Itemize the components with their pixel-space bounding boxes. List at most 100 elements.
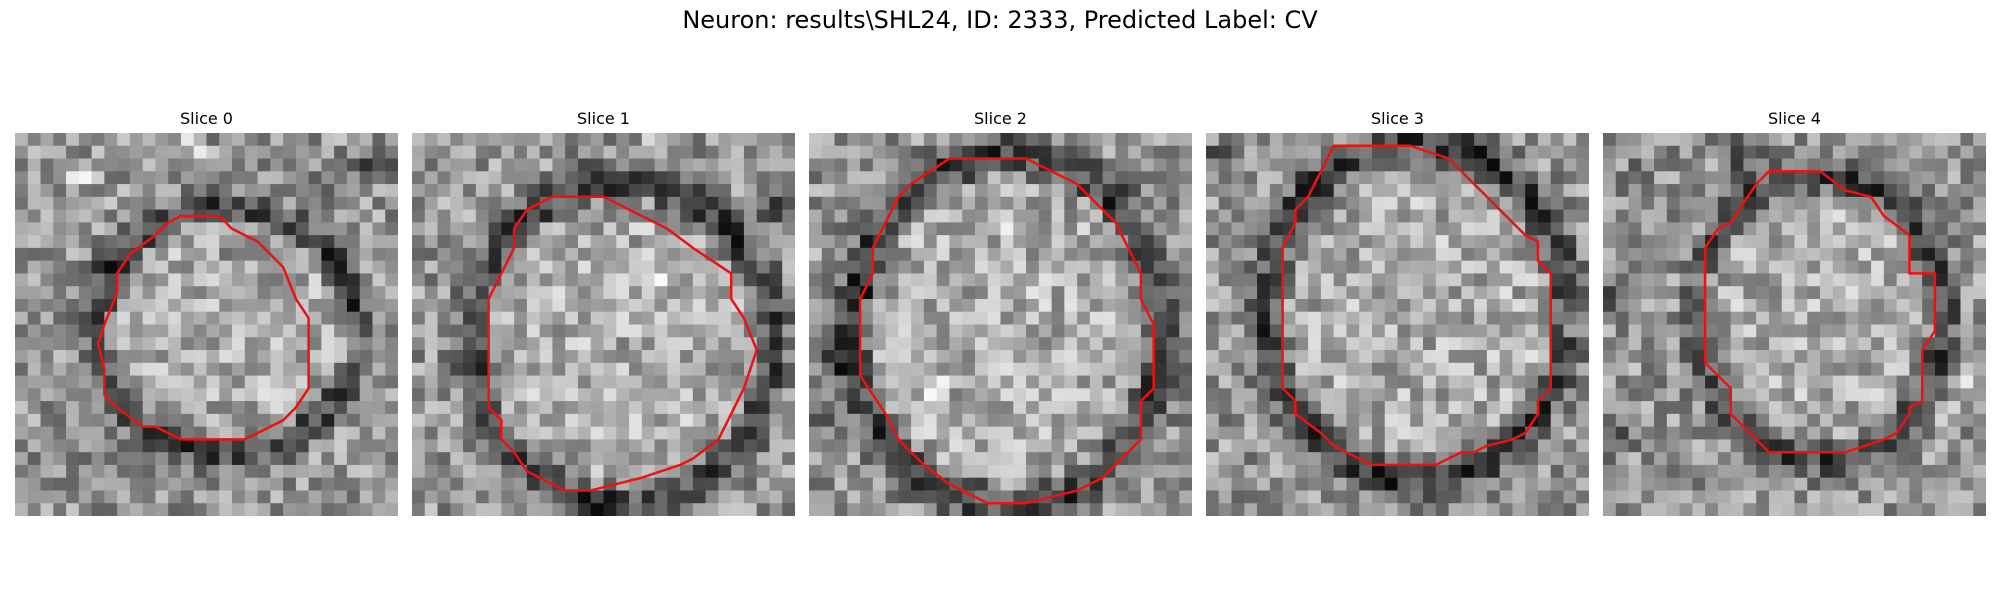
slice-pixel (1563, 184, 1577, 198)
slice-pixel (1896, 145, 1910, 160)
slice-pixel (1692, 235, 1706, 249)
slice-pixel (1768, 298, 1783, 313)
slice-pixel (193, 286, 208, 300)
slice-pixel (1666, 196, 1681, 211)
slice-pixel (1206, 158, 1220, 172)
slice-pixel (1140, 464, 1155, 479)
slice-pixel (860, 311, 874, 326)
slice-pixel (603, 337, 617, 351)
slice-pixel (1474, 362, 1488, 377)
slice-pixel (1179, 196, 1192, 211)
slice-pixel (270, 286, 284, 300)
slice-pixel (1486, 222, 1501, 236)
slice-pixel (1909, 324, 1923, 338)
slice-pixel (821, 235, 836, 249)
slice-pixel (756, 145, 771, 160)
slice-pixel (1397, 184, 1411, 198)
slice-pixel (1576, 375, 1589, 389)
slice-pixel (885, 171, 899, 185)
slice-pixel (1499, 196, 1513, 211)
slice-pixel (219, 298, 233, 313)
slice-pixel (66, 375, 80, 389)
slice-pixel (206, 286, 220, 300)
slice-pixel (629, 337, 643, 351)
slice-pixel (1563, 209, 1577, 223)
slice-pixel (1384, 426, 1399, 440)
slice-pixel (270, 350, 284, 364)
slice-pixel (1525, 286, 1539, 300)
slice-pixel (91, 260, 105, 275)
slice-pixel (104, 260, 118, 275)
slice-pixel (1371, 286, 1386, 300)
slice-pixel (1666, 158, 1681, 172)
slice-pixel (104, 273, 118, 287)
slice-pixel (911, 260, 925, 275)
slice-pixel (680, 286, 694, 300)
slice-pixel (1947, 171, 1962, 185)
slice-pixel (1461, 133, 1475, 147)
slice-pixel (1922, 439, 1936, 453)
slice-pixel (782, 388, 795, 402)
slice-pixel (1166, 260, 1180, 275)
slice-pixel (104, 413, 118, 428)
slice-pixel (1308, 196, 1322, 211)
slice-pixel (1038, 133, 1053, 147)
slice-pixel (1166, 503, 1180, 516)
slice-pixel (1832, 337, 1847, 351)
slice-pixel (1140, 171, 1155, 185)
slice-pixel (539, 158, 554, 172)
slice-pixel (1883, 503, 1898, 516)
slice-pixel (372, 222, 386, 236)
slice-pixel (1563, 388, 1577, 402)
slice-pixel (1871, 375, 1885, 389)
slice-pixel (577, 337, 592, 351)
slice-pixel (1871, 273, 1885, 287)
slice-pixel (1615, 388, 1630, 402)
slice-pixel (949, 260, 963, 275)
slice-pixel (53, 464, 67, 479)
slice-pixel (898, 503, 912, 516)
slice-pixel (885, 452, 899, 466)
slice-pixel (1973, 464, 1986, 479)
slice-pixel (1038, 247, 1053, 262)
slice-pixel (809, 503, 823, 516)
slice-pixel (1692, 388, 1706, 402)
slice-pixel (1896, 388, 1910, 402)
slice-pixel (1153, 286, 1168, 300)
slice-pixel (1486, 362, 1501, 377)
slice-pixel (488, 464, 502, 479)
slice-pixel (501, 311, 515, 326)
slice-pixel (424, 503, 439, 516)
slice-pixel (1896, 286, 1910, 300)
slice-pixel (680, 247, 694, 262)
slice-pixel (1717, 209, 1732, 223)
slice-pixel (232, 401, 246, 415)
slice-pixel (1654, 388, 1668, 402)
slice-pixel (1858, 375, 1872, 389)
slice-pixel (1717, 490, 1732, 504)
slice-pixel (1397, 503, 1411, 516)
slice-pixel (782, 426, 795, 440)
slice-pixel (1679, 286, 1693, 300)
slice-pixel (117, 158, 131, 172)
slice-pixel (15, 260, 29, 275)
slice-pixel (1883, 324, 1898, 338)
slice-pixel (1461, 464, 1475, 479)
slice-pixel (129, 477, 144, 492)
slice-pixel (872, 350, 887, 364)
slice-pixel (654, 298, 668, 313)
slice-pixel (641, 477, 656, 492)
slice-pixel (1858, 388, 1872, 402)
slice-pixel (1308, 452, 1322, 466)
slice-pixel (872, 324, 887, 338)
slice-pixel (1371, 209, 1386, 223)
slice-pixel (334, 298, 348, 313)
slice-pixel (1218, 439, 1233, 453)
slice-pixel (1615, 235, 1630, 249)
slice-pixel (1909, 298, 1923, 313)
slice-pixel (539, 311, 554, 326)
slice-pixel (501, 337, 515, 351)
slice-pixel (1666, 247, 1681, 262)
slice-pixel (78, 222, 93, 236)
slice-pixel (1064, 388, 1078, 402)
